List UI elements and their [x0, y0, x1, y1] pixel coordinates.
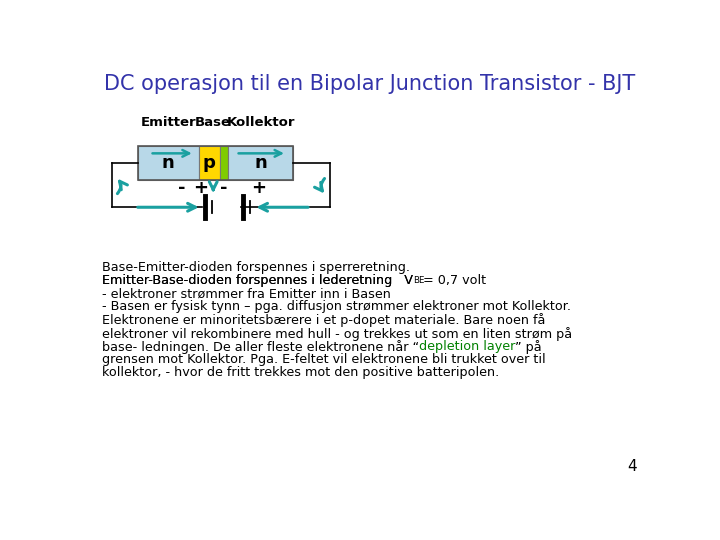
Text: Base-Emitter-dioden forspennes i sperreretning.: Base-Emitter-dioden forspennes i sperrer…: [102, 261, 410, 274]
Bar: [228, 146, 293, 180]
Text: Emitter-Base-dioden forspennes i lederetning   V: Emitter-Base-dioden forspennes i lederet…: [102, 274, 413, 287]
Text: Elektronene er minoritetsbærere i et p-dopet materiale. Bare noen få: Elektronene er minoritetsbærere i et p-d…: [102, 314, 545, 327]
Bar: [199, 146, 220, 180]
Text: kollektor, - hvor de fritt trekkes mot den positive batteripolen.: kollektor, - hvor de fritt trekkes mot d…: [102, 366, 499, 379]
Text: - Basen er fysisk tynn – pga. diffusjon strømmer elektroner mot Kollektor.: - Basen er fysisk tynn – pga. diffusjon …: [102, 300, 571, 313]
Bar: [220, 146, 228, 180]
Text: ” på: ” på: [515, 340, 541, 354]
Bar: [138, 146, 293, 180]
Text: Base: Base: [195, 116, 231, 129]
Text: = 0,7 volt: = 0,7 volt: [423, 274, 487, 287]
Bar: [138, 146, 199, 180]
Text: n: n: [254, 154, 267, 172]
Text: +: +: [194, 179, 208, 197]
Text: 4: 4: [626, 460, 636, 475]
Text: n: n: [162, 154, 175, 172]
Text: DC operasjon til en Bipolar Junction Transistor - BJT: DC operasjon til en Bipolar Junction Tra…: [104, 74, 635, 94]
Text: Emitter-Base-dioden forspennes i lederetning   V: Emitter-Base-dioden forspennes i lederet…: [102, 274, 413, 287]
Text: -: -: [220, 179, 227, 197]
Text: p: p: [203, 154, 216, 172]
Text: - elektroner strømmer fra Emitter inn i Basen: - elektroner strømmer fra Emitter inn i …: [102, 287, 390, 300]
Text: depletion layer: depletion layer: [419, 340, 515, 353]
Text: base- ledningen. De aller fleste elektronene når “: base- ledningen. De aller fleste elektro…: [102, 340, 419, 354]
Text: elektroner vil rekombinere med hull - og trekkes ut som en liten strøm på: elektroner vil rekombinere med hull - og…: [102, 327, 572, 341]
Text: -: -: [178, 179, 185, 197]
Text: Kollektor: Kollektor: [226, 116, 294, 129]
Text: Emitter: Emitter: [140, 116, 196, 129]
Text: grensen mot Kollektor. Pga. E-feltet vil elektronene bli trukket over til: grensen mot Kollektor. Pga. E-feltet vil…: [102, 353, 545, 366]
Text: +: +: [251, 179, 266, 197]
Text: BE: BE: [413, 276, 424, 285]
